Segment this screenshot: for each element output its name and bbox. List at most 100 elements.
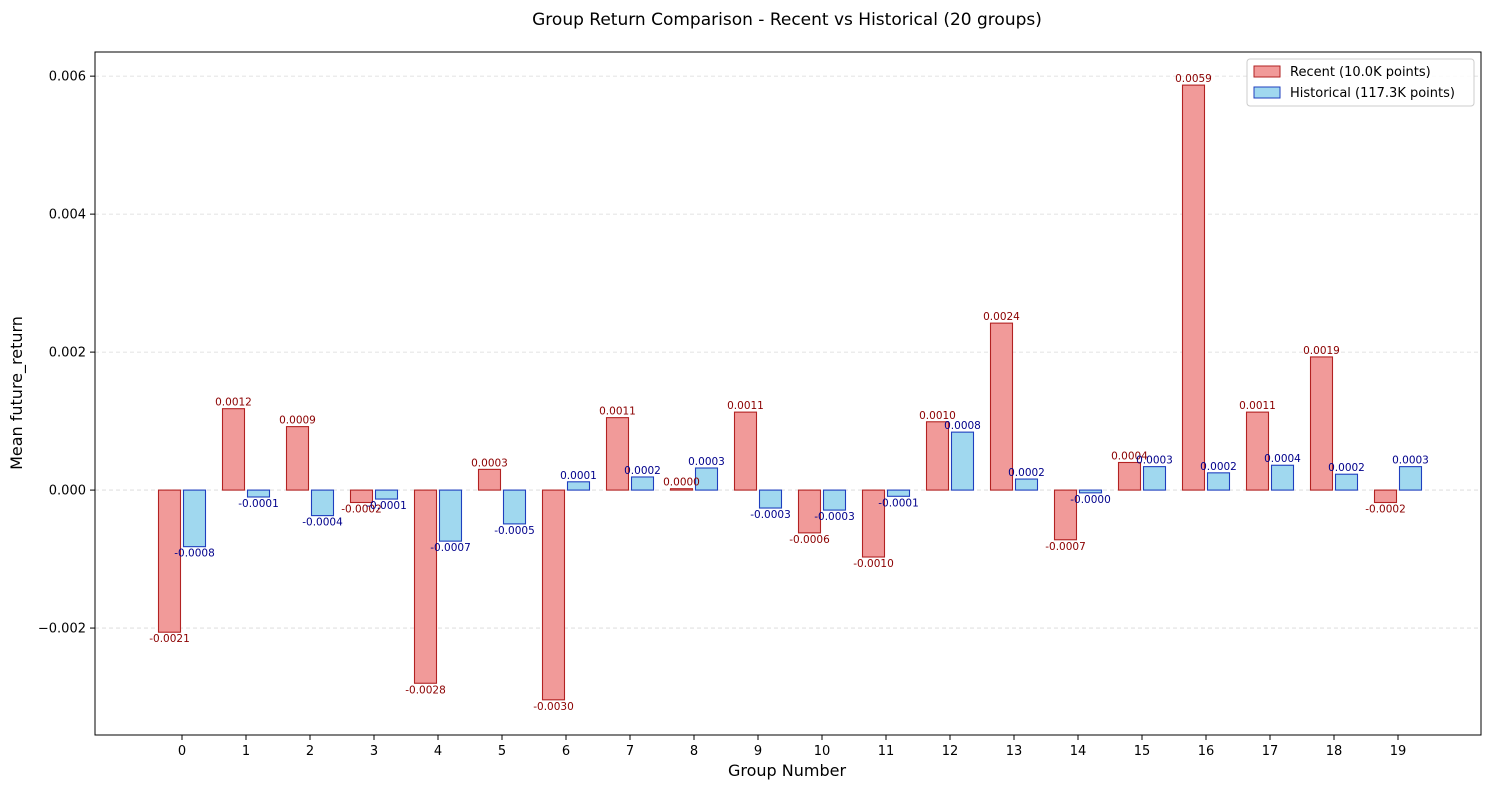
x-tick-label: 0 (178, 744, 186, 759)
bar-value-label-recent: 0.0009 (279, 415, 316, 427)
x-tick-label: 2 (306, 744, 314, 759)
bar-value-label-recent: 0.0004 (1111, 450, 1148, 462)
bar-value-label-historical: -0.0000 (1070, 494, 1111, 506)
y-tick-label: 0.006 (49, 70, 86, 85)
bar-value-labels: -0.0021 0.0012 0.0009 -0.0002 -0.0028 0.0003 -… (149, 73, 1429, 713)
bar-value-label-recent: -0.0028 (405, 684, 446, 696)
bar-value-label-historical: -0.0008 (174, 548, 215, 560)
bar-value-label-historical: 0.0003 (1392, 455, 1429, 467)
bar-historical (950, 431, 975, 491)
bar-value-label-historical: 0.0001 (560, 470, 597, 482)
y-tick-label: 0.004 (49, 208, 86, 223)
bar-value-label-historical: -0.0005 (494, 525, 535, 537)
x-tick-label: 3 (370, 744, 378, 759)
bar-value-label-historical: -0.0003 (814, 511, 855, 523)
bar-value-label-historical: -0.0001 (366, 500, 407, 512)
x-tick-label: 18 (1326, 744, 1343, 759)
bar-value-label-recent: -0.0010 (853, 558, 894, 570)
bar-value-label-historical: 0.0002 (1008, 467, 1045, 479)
bar-value-label-recent: 0.0011 (1239, 400, 1276, 412)
bar-value-label-recent: 0.0019 (1303, 345, 1340, 357)
bar-historical (502, 489, 527, 525)
bar-historical (566, 481, 591, 491)
bar-historical (1142, 466, 1167, 491)
bars (157, 84, 1423, 701)
legend-label-recent: Recent (10.0K points) (1290, 65, 1431, 80)
bar-value-label-recent: 0.0012 (215, 397, 252, 409)
bar-value-label-historical: 0.0003 (1136, 455, 1173, 467)
bar-recent (477, 468, 502, 491)
chart-title: Group Return Comparison - Recent vs Hist… (532, 10, 1042, 30)
bar-recent (925, 421, 950, 491)
bar-recent (285, 426, 310, 491)
x-tick-label: 13 (1006, 744, 1023, 759)
bar-value-label-historical: 0.0002 (1328, 462, 1365, 474)
y-axis: −0.002 0.000 0.002 0.004 0.006 (38, 70, 95, 637)
x-tick-label: 7 (626, 744, 634, 759)
bar-recent (1117, 461, 1142, 491)
bar-value-label-recent: 0.0024 (983, 311, 1020, 323)
x-axis: 0 1 2 3 4 5 6 7 8 9 10 11 12 13 14 15 16 17 18 19 (178, 735, 1406, 759)
y-tick-label: 0.000 (49, 484, 86, 499)
bar-value-label-recent: 0.0000 (663, 477, 700, 489)
bar-recent (157, 489, 182, 633)
bar-recent (1309, 356, 1334, 491)
bar-value-label-recent: -0.0021 (149, 633, 190, 645)
legend-box (1246, 58, 1475, 107)
x-tick-label: 17 (1262, 744, 1279, 759)
bar-value-label-historical: 0.0008 (944, 420, 981, 432)
bar-value-label-recent: 0.0010 (919, 410, 956, 422)
x-axis-label: Group Number (728, 761, 846, 780)
bar-recent (221, 408, 246, 491)
bar-historical (1078, 489, 1103, 494)
bar-historical (1270, 464, 1295, 491)
bar-value-label-recent: -0.0002 (341, 504, 382, 516)
bar-historical (310, 489, 335, 517)
bar-value-label-historical: -0.0001 (878, 497, 919, 509)
bar-historical (1014, 478, 1039, 491)
bar-historical (1206, 472, 1231, 491)
plot-frame (94, 51, 1482, 736)
x-tick-label: 9 (754, 744, 762, 759)
bar-value-label-recent: 0.0003 (471, 457, 508, 469)
bar-value-label-historical: -0.0007 (430, 542, 471, 554)
bar-value-label-recent: 0.0059 (1175, 73, 1212, 85)
bar-value-label-historical: 0.0003 (688, 456, 725, 468)
bar-historical (1334, 473, 1359, 491)
bar-recent (669, 488, 694, 491)
x-tick-label: 1 (242, 744, 250, 759)
x-tick-label: 4 (434, 744, 442, 759)
bar-value-label-recent: -0.0006 (789, 534, 830, 546)
x-tick-label: 12 (942, 744, 959, 759)
bar-value-label-historical: 0.0004 (1264, 453, 1301, 465)
bar-historical (374, 489, 399, 500)
legend-swatch-historical (1253, 86, 1281, 99)
x-tick-label: 10 (814, 744, 831, 759)
bar-recent (1373, 489, 1398, 504)
x-tick-label: 8 (690, 744, 698, 759)
legend: Recent (10.0K points) Historical (117.3K… (1246, 58, 1475, 107)
bar-historical (630, 476, 655, 491)
bar-recent (733, 411, 758, 491)
bar-value-label-historical: -0.0001 (238, 498, 279, 510)
bar-recent (861, 489, 886, 558)
bar-historical (822, 489, 847, 511)
bar-value-label-historical: -0.0003 (750, 509, 791, 521)
y-tick-label: 0.002 (49, 346, 86, 361)
bar-historical (1398, 466, 1423, 491)
bar-historical (246, 489, 271, 498)
x-tick-label: 15 (1134, 744, 1151, 759)
bar-historical (886, 489, 911, 497)
bar-value-label-recent: -0.0007 (1045, 541, 1086, 553)
bar-recent (1053, 489, 1078, 541)
x-tick-label: 11 (878, 744, 895, 759)
bar-historical (438, 489, 463, 542)
bar-value-label-historical: 0.0002 (624, 465, 661, 477)
y-axis-label: Mean future_return (7, 316, 27, 470)
bar-recent (989, 322, 1014, 491)
bar-value-label-historical: -0.0004 (302, 517, 343, 529)
bar-recent (1245, 411, 1270, 491)
